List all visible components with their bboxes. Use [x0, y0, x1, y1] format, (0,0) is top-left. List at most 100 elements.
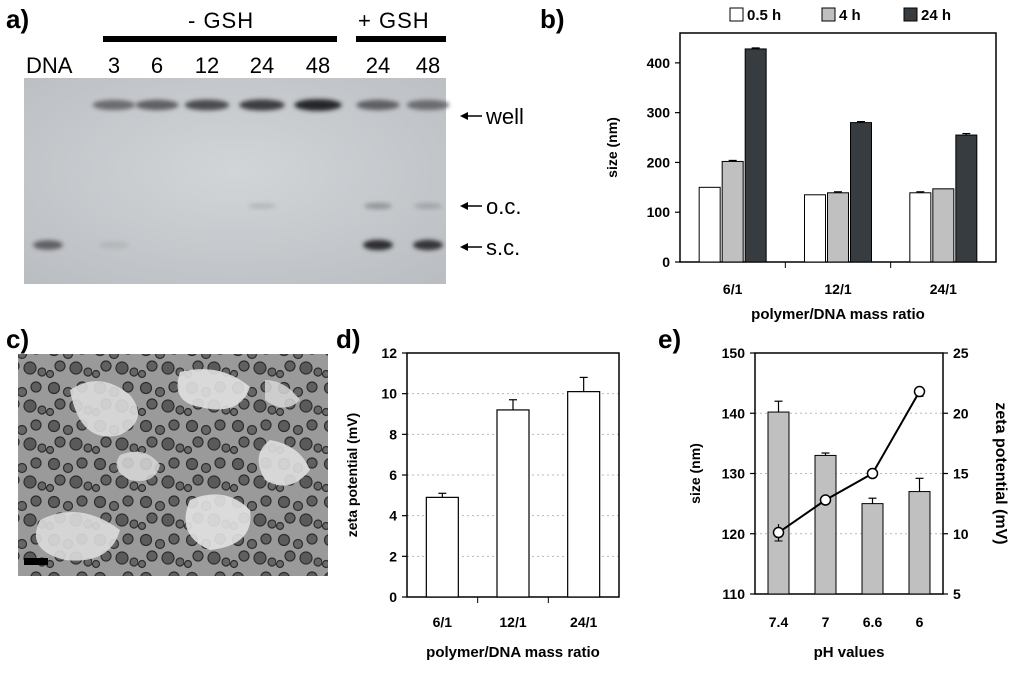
lane-label-dna: DNA	[26, 53, 73, 78]
bar-size-1	[814, 454, 837, 595]
chart-e-right-ytick-label: 20	[953, 405, 969, 421]
panel-a: a) DNA - GSH + GSH 3 6 12 24 48 24 48 well o.c…	[6, 4, 524, 284]
bar-05h-0	[698, 186, 721, 263]
chart-e-left-ytick-label: 150	[722, 345, 746, 361]
band-well-lane-1	[92, 99, 136, 111]
chart-d-ytick-label: 12	[381, 345, 397, 361]
chart-e: 110 120 130 140 150 5 10 15 20 25 7.4 7 6.6 6 pH value…	[687, 345, 1009, 661]
legend-label-0: 0.5 h	[747, 7, 781, 24]
chart-e-left-ytick-label: 110	[722, 586, 745, 602]
band-sc-lane-0	[33, 240, 63, 250]
lane-label-minus-6: 6	[151, 53, 163, 78]
chart-d-xlabel: polymer/DNA mass ratio	[426, 644, 600, 661]
chart-d-ytick-label: 2	[389, 548, 397, 564]
bar-size-0	[767, 411, 790, 595]
band-oc-lane-4	[248, 203, 276, 209]
bar-4h-2	[932, 188, 955, 263]
chart-b-xtick-label: 6/1	[723, 281, 743, 297]
chart-b-ylabel: size (nm)	[604, 117, 620, 178]
chart-b-ytick-label: 100	[647, 204, 671, 220]
zeta-point-3	[913, 385, 926, 398]
group-bar-plus-gsh	[356, 36, 446, 42]
bar-zeta-2	[567, 391, 601, 598]
chart-e-ylabel-left: size (nm)	[687, 443, 703, 504]
band-well-lane-4	[239, 99, 285, 111]
zeta-line	[777, 391, 921, 534]
chart-b: 0 100 200 300 400 6/1 12/1 24/1 polymer/DNA mass…	[604, 32, 997, 323]
zeta-point-2	[866, 467, 879, 480]
band-well-lane-7	[406, 99, 450, 111]
chart-e-left-ytick-label: 120	[722, 526, 746, 542]
panel-b-label: b)	[540, 4, 565, 34]
chart-e-xtick-label: 7.4	[769, 614, 789, 630]
gel-bands	[33, 99, 450, 251]
panel-e-label: e)	[658, 324, 681, 354]
panel-c: c)	[6, 324, 328, 576]
bar-05h-1	[804, 194, 826, 263]
chart-e-left-ytick-label: 140	[722, 405, 746, 421]
chart-e-right-ytick-label: 25	[953, 345, 969, 361]
panel-d-label: d)	[336, 324, 361, 354]
bar-size-3	[908, 491, 931, 595]
chart-b-ytick-label: 200	[647, 154, 671, 170]
chart-d-xtick-label: 24/1	[570, 614, 597, 630]
band-well-lane-3	[184, 99, 230, 111]
legend-swatch-0	[729, 7, 744, 22]
group-label-minus-gsh: - GSH	[188, 8, 254, 33]
chart-d-ytick-label: 0	[389, 589, 397, 605]
chart-d-ylabel: zeta potential (mV)	[344, 413, 360, 537]
marker-oc: o.c.	[460, 194, 521, 219]
band-well-lane-6	[356, 99, 400, 111]
band-oc-lane-6	[364, 202, 392, 210]
lane-labels: 3 6 12 24 48 24 48	[108, 53, 440, 78]
panel-b: b) 0.5 h 4 h 24 h 0 100 200 300 400 6/1 12/1 24/1…	[540, 4, 997, 323]
chart-e-xlabel: pH values	[814, 644, 885, 661]
chart-d-ytick-label: 6	[389, 467, 397, 483]
bar-24h-1	[850, 122, 872, 263]
chart-b-ytick-label: 0	[662, 254, 670, 270]
chart-d: 0 2 4 6 8 10 12 6/1 12/1 24/1 polymer/DNA mass rat…	[344, 345, 620, 661]
bar-4h-0	[721, 160, 744, 263]
zeta-point-0	[772, 526, 785, 539]
chart-b-ytick-label: 400	[647, 55, 671, 71]
panel-d: d) 0 2 4 6 8 10 12 6/1 12/1 24/1 polymer/DNA mass …	[336, 324, 620, 661]
bar-24h-0	[744, 48, 767, 263]
chart-e-left-ytick-label: 130	[722, 466, 746, 482]
bar-4h-1	[827, 192, 849, 263]
legend-label-1: 4 h	[839, 7, 861, 24]
chart-b-xtick-label: 24/1	[930, 281, 957, 297]
marker-sc: s.c.	[460, 235, 520, 260]
lane-label-minus-24: 24	[250, 53, 274, 78]
panel-e: e) 110 120 130 140 150 5 10 15 20 25 7.4 7 6.6 6 pH va…	[658, 324, 1009, 661]
band-well-lane-5	[294, 99, 342, 111]
chart-d-ytick-label: 10	[381, 386, 397, 402]
panel-c-label: c)	[6, 324, 29, 354]
group-label-plus-gsh: + GSH	[358, 8, 430, 33]
chart-b-legend: 0.5 h 4 h 24 h	[729, 7, 951, 24]
chart-e-right-ytick-label: 15	[953, 466, 969, 482]
chart-e-xtick-label: 6	[916, 614, 924, 630]
marker-oc-label: o.c.	[486, 194, 521, 219]
lane-label-minus-3: 3	[108, 53, 120, 78]
chart-e-xtick-label: 6.6	[863, 614, 883, 630]
lane-label-minus-48: 48	[306, 53, 330, 78]
chart-d-ytick-label: 4	[389, 508, 397, 524]
band-sc-lane-7	[413, 239, 443, 251]
legend-swatch-1	[821, 7, 836, 22]
chart-b-xlabel: polymer/DNA mass ratio	[751, 306, 925, 323]
marker-sc-label: s.c.	[486, 235, 520, 260]
marker-well: well	[460, 104, 524, 129]
band-oc-lane-7	[414, 203, 442, 209]
band-sc-lane-1	[99, 241, 129, 249]
lane-label-plus-24: 24	[366, 53, 390, 78]
bar-24h-2	[955, 134, 978, 263]
marker-well-label: well	[485, 104, 524, 129]
chart-e-xtick-label: 7	[822, 614, 830, 630]
lane-label-plus-48: 48	[416, 53, 440, 78]
bar-zeta-1	[496, 409, 530, 598]
bar-size-2	[861, 503, 884, 595]
legend-swatch-2	[903, 7, 918, 22]
chart-b-ytick-label: 300	[647, 105, 671, 121]
band-well-lane-2	[135, 99, 179, 111]
